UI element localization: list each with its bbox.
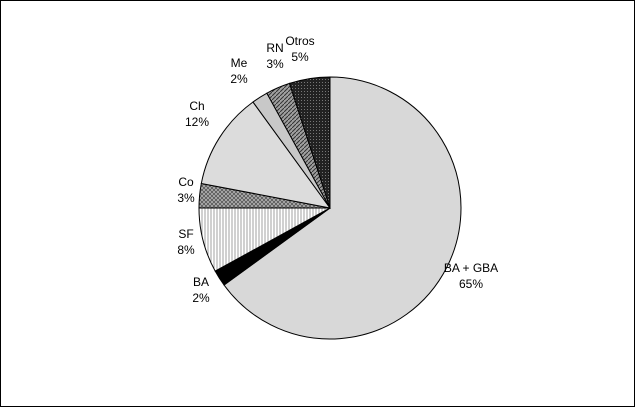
slice-name-label: Co	[178, 175, 194, 189]
slice-percent-label: 12%	[185, 115, 209, 129]
slice-percent-label: 3%	[266, 57, 284, 71]
pie-slice-ch	[200, 101, 332, 209]
pie-slices	[198, 76, 462, 340]
pie-slice-otros	[288, 76, 331, 209]
slice-name-label: BA + GBA	[444, 261, 498, 275]
slice-name-label: BA	[193, 275, 209, 289]
pie-slice-ba-gba	[223, 76, 462, 340]
slice-name-label: Me	[231, 56, 248, 70]
slice-percent-label: 3%	[177, 191, 195, 205]
slice-percent-label: 8%	[177, 243, 195, 257]
slice-name-label: Ch	[189, 99, 204, 113]
slice-percent-label: 2%	[192, 291, 210, 305]
slice-percent-label: 5%	[291, 50, 309, 64]
pie-labels: BA + GBA65%BA2%SF8%Co3%Ch12%Me2%RN3%Otro…	[177, 34, 498, 305]
slice-percent-label: 65%	[459, 277, 483, 291]
slice-name-label: RN	[266, 41, 283, 55]
slice-percent-label: 2%	[230, 72, 248, 86]
slice-name-label: SF	[178, 227, 193, 241]
slice-name-label: Otros	[285, 34, 314, 48]
